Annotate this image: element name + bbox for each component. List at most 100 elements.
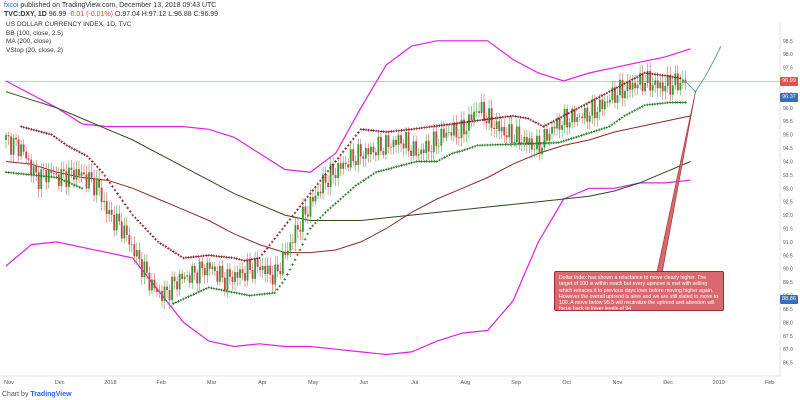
vstop-bear-marker	[113, 188, 117, 192]
price-tick-label: 95.0	[783, 133, 793, 139]
vstop-bull-marker	[668, 101, 672, 104]
vstop-bear-marker	[260, 253, 264, 257]
candle-body	[563, 108, 566, 126]
vstop-bear-marker	[40, 130, 43, 134]
vstop-bull-marker	[615, 119, 619, 123]
vstop-bear-marker	[633, 77, 636, 80]
candle-body	[103, 200, 106, 203]
price-tick-label: 86.5	[783, 361, 793, 367]
vstop-bull-marker	[390, 166, 393, 170]
candle-body	[586, 107, 589, 122]
candle-body	[153, 279, 156, 289]
vstop-bear-marker	[374, 129, 378, 133]
legend-vstop[interactable]: VStop (20, close, 2)	[6, 46, 64, 54]
candle-body	[475, 111, 478, 112]
vstop-bull-marker	[344, 193, 347, 196]
candle-body	[571, 108, 574, 123]
candle-body	[78, 169, 80, 176]
price-tick-label: 87.5	[783, 334, 793, 340]
vstop-bear-marker	[217, 255, 221, 258]
vstop-bull-marker	[602, 126, 606, 130]
time-tick-label: Nov	[613, 380, 623, 386]
vstop-bear-marker	[448, 122, 451, 126]
legend-ma[interactable]: MA (200, close)	[6, 38, 52, 45]
candle-body	[332, 164, 335, 176]
time-tick-label: Aug	[460, 380, 470, 386]
candle-body	[681, 79, 684, 83]
vstop-bull-marker	[194, 291, 198, 295]
vstop-bull-marker	[392, 166, 396, 169]
vstop-bull-marker	[232, 291, 236, 294]
vstop-bear-marker	[651, 72, 654, 76]
vstop-bear-marker	[585, 102, 588, 106]
candle-body	[538, 135, 541, 155]
vstop-bull-marker	[643, 103, 647, 107]
candle-body	[181, 273, 184, 279]
vstop-bear-marker	[131, 213, 135, 217]
vstop-bull-marker	[613, 121, 616, 125]
vstop-bull-marker	[656, 102, 659, 106]
candle-body	[151, 279, 153, 291]
vstop-bear-marker	[466, 120, 469, 124]
candle-body	[478, 111, 480, 114]
candle-body	[684, 79, 687, 84]
vstop-bear-marker	[463, 120, 467, 124]
vstop-bear-marker	[400, 129, 403, 132]
vstop-bull-marker	[455, 150, 459, 154]
vstop-bear-marker	[379, 130, 383, 133]
vstop-bull-marker	[187, 295, 190, 298]
vstop-bear-marker	[118, 195, 122, 199]
candle-body	[289, 242, 292, 251]
vstop-bull-marker	[417, 160, 421, 163]
vstop-bull-marker	[582, 133, 586, 136]
vstop-bull-marker	[63, 179, 66, 183]
vstop-bull-marker	[182, 297, 185, 301]
candle-body	[176, 281, 179, 290]
vstop-bear-marker	[24, 126, 28, 130]
candle-body	[485, 121, 488, 124]
vstop-bear-marker	[580, 105, 583, 108]
candle-body	[372, 146, 375, 153]
vstop-bull-marker	[374, 170, 378, 174]
vstop-bull-marker	[331, 204, 335, 208]
vstop-bull-marker	[450, 152, 454, 155]
candle-body	[523, 136, 526, 143]
vstop-bull-marker	[40, 174, 43, 178]
legend-title: US DOLLAR CURRENCY INDEX, 1D, TVC	[6, 21, 132, 28]
vstop-bear-marker	[116, 192, 119, 195]
vstop-bull-marker	[676, 101, 680, 104]
candle-body	[578, 116, 581, 118]
candle-body	[135, 250, 138, 257]
author-name[interactable]: fxcoi	[4, 2, 19, 9]
vstop-bear-marker	[608, 90, 611, 94]
vstop-bear-marker	[640, 72, 644, 76]
vstop-bear-marker	[293, 211, 297, 215]
vstop-bear-marker	[88, 157, 91, 161]
vstop-bull-marker	[646, 103, 649, 107]
candle-body	[5, 135, 7, 140]
analysis-annotation[interactable]: Dollar Index has shown a reluctance to m…	[554, 271, 724, 312]
legend-bb[interactable]: BB (100, close, 2.5)	[6, 29, 64, 37]
vstop-bull-marker	[306, 232, 309, 236]
vstop-bear-marker	[35, 129, 38, 132]
tradingview-logo[interactable]: TradingView	[30, 391, 72, 398]
vstop-bull-marker	[222, 289, 226, 292]
candle-body	[354, 161, 357, 165]
candle-body	[30, 159, 33, 176]
vstop-bear-marker	[587, 101, 591, 104]
vstop-bear-marker	[392, 129, 396, 133]
vstop-bear-marker	[648, 72, 652, 75]
candle-body	[369, 146, 372, 155]
candle-body	[20, 144, 22, 157]
vstop-bull-marker	[382, 168, 386, 172]
vstop-bull-marker	[296, 253, 299, 257]
candle-body	[168, 290, 171, 301]
candle-body	[631, 82, 634, 90]
vstop-bear-marker	[83, 153, 86, 157]
vstop-bull-marker	[30, 173, 33, 177]
candle-body	[191, 265, 194, 283]
vstop-bear-marker	[572, 109, 576, 112]
vstop-bull-marker	[633, 109, 636, 112]
candle-body	[266, 265, 269, 274]
